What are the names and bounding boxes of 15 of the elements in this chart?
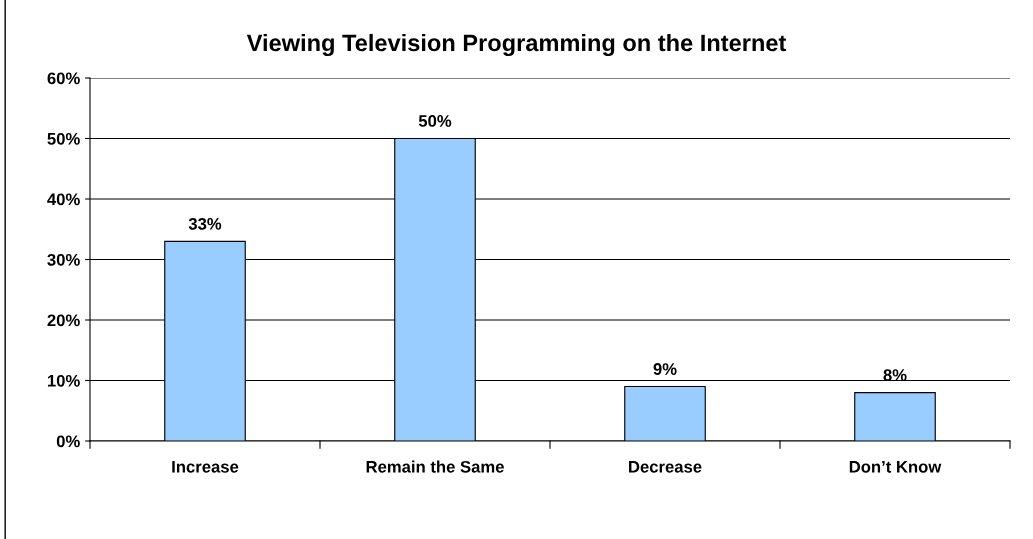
- y-tick-label: 10%: [47, 374, 80, 387]
- y-tick-label: 50%: [47, 132, 80, 145]
- data-label: 9%: [653, 363, 677, 375]
- chart-title: Viewing Television Programming on the Internet: [246, 33, 787, 57]
- data-label: 33%: [188, 217, 222, 230]
- y-tick-label: 30%: [47, 253, 80, 266]
- x-tick-label: Don’t Know: [849, 461, 942, 473]
- x-tick-label: Increase: [172, 461, 239, 473]
- y-tick-label: 60%: [47, 72, 80, 85]
- y-tick-label: 0%: [56, 435, 80, 448]
- y-tick-label: 20%: [47, 314, 80, 327]
- data-label: 50%: [418, 115, 452, 127]
- y-tick-label: 40%: [47, 193, 80, 206]
- x-tick-label: Remain the Same: [366, 460, 504, 473]
- x-tick-label: Decrease: [629, 461, 702, 473]
